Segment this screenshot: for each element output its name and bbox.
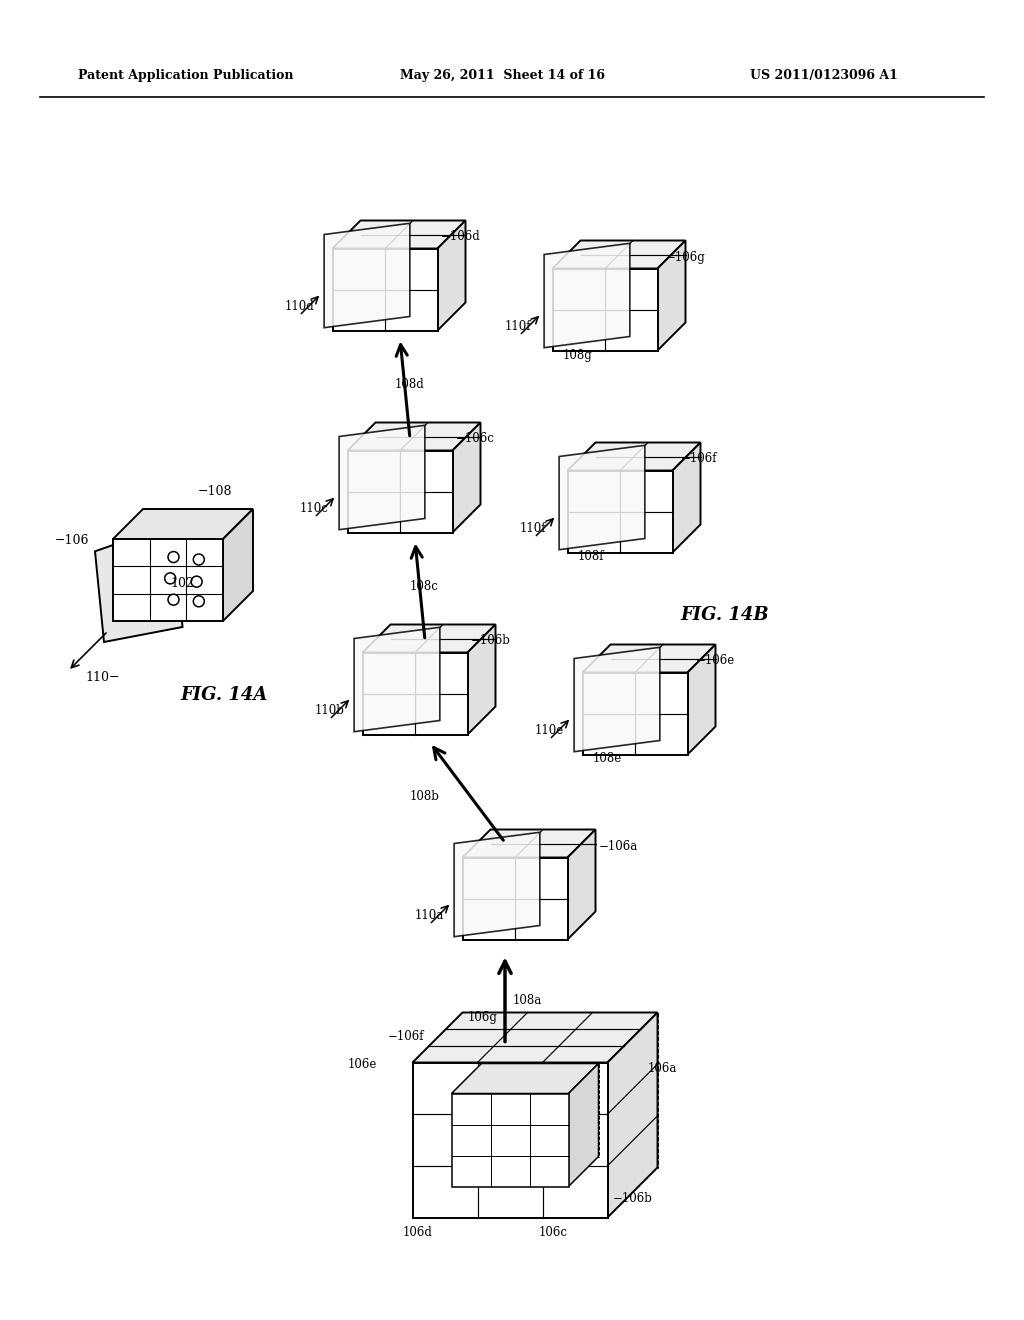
Polygon shape: [362, 624, 496, 652]
Text: 102: 102: [170, 577, 195, 590]
Text: −106a: −106a: [598, 840, 638, 853]
Text: −106f: −106f: [681, 453, 717, 466]
Polygon shape: [544, 243, 630, 347]
Text: 108d: 108d: [395, 379, 425, 392]
Polygon shape: [140, 510, 247, 601]
Polygon shape: [468, 624, 496, 734]
Text: −108: −108: [198, 484, 232, 498]
Polygon shape: [673, 442, 700, 553]
Text: 106e: 106e: [347, 1057, 377, 1071]
Text: 106a: 106a: [647, 1063, 677, 1076]
Polygon shape: [463, 829, 596, 858]
Polygon shape: [553, 240, 685, 268]
Polygon shape: [113, 510, 253, 539]
Polygon shape: [452, 1064, 598, 1093]
Polygon shape: [347, 422, 480, 450]
Text: 110b: 110b: [314, 704, 344, 717]
Text: 110d: 110d: [285, 300, 314, 313]
Polygon shape: [567, 829, 596, 940]
Text: −106e: −106e: [695, 655, 735, 668]
Polygon shape: [559, 445, 645, 549]
Text: 110f: 110f: [505, 319, 531, 333]
Polygon shape: [333, 248, 437, 330]
Text: −106f: −106f: [387, 1031, 424, 1044]
Text: 110a: 110a: [415, 909, 443, 921]
Text: −106c: −106c: [456, 433, 495, 446]
Text: 110f: 110f: [519, 521, 546, 535]
Polygon shape: [657, 240, 685, 351]
Text: May 26, 2011  Sheet 14 of 16: May 26, 2011 Sheet 14 of 16: [400, 69, 605, 82]
Text: 110−: 110−: [85, 671, 120, 684]
Text: Patent Application Publication: Patent Application Publication: [78, 69, 294, 82]
Text: 110e: 110e: [535, 723, 564, 737]
Text: −106b: −106b: [470, 635, 510, 648]
Polygon shape: [567, 470, 673, 553]
Text: US 2011/0123096 A1: US 2011/0123096 A1: [750, 69, 898, 82]
Text: 108e: 108e: [593, 752, 622, 766]
Polygon shape: [452, 1093, 568, 1187]
Polygon shape: [223, 510, 253, 620]
Text: −106d: −106d: [440, 231, 480, 243]
Text: 108c: 108c: [410, 581, 439, 594]
Polygon shape: [607, 1012, 657, 1217]
Text: −106b: −106b: [612, 1192, 652, 1205]
Text: 106d: 106d: [402, 1225, 432, 1238]
Text: FIG. 14B: FIG. 14B: [680, 606, 769, 624]
Polygon shape: [325, 223, 410, 327]
Polygon shape: [567, 442, 700, 470]
Polygon shape: [583, 672, 687, 755]
Text: −106: −106: [55, 535, 89, 546]
Text: 110c: 110c: [299, 502, 329, 515]
Polygon shape: [413, 1063, 607, 1217]
Text: 108g: 108g: [562, 348, 592, 362]
Polygon shape: [454, 833, 540, 937]
Text: 106g: 106g: [468, 1011, 498, 1023]
Polygon shape: [354, 627, 440, 731]
Text: 106c: 106c: [539, 1225, 567, 1238]
Polygon shape: [574, 647, 659, 751]
Polygon shape: [333, 220, 466, 248]
Polygon shape: [95, 524, 182, 642]
Text: 108a: 108a: [513, 994, 543, 1007]
Polygon shape: [583, 644, 716, 672]
Polygon shape: [437, 220, 466, 330]
Polygon shape: [553, 268, 657, 351]
Polygon shape: [568, 1064, 598, 1187]
Polygon shape: [413, 1012, 657, 1063]
Polygon shape: [347, 450, 453, 532]
Polygon shape: [687, 644, 716, 755]
Polygon shape: [113, 539, 223, 620]
Text: −106g: −106g: [666, 251, 706, 264]
Text: 108b: 108b: [410, 789, 440, 803]
Polygon shape: [339, 425, 425, 529]
Text: 108f: 108f: [578, 550, 604, 564]
Text: FIG. 14A: FIG. 14A: [180, 686, 267, 704]
Polygon shape: [453, 422, 480, 532]
Polygon shape: [463, 858, 567, 940]
Polygon shape: [362, 652, 468, 734]
